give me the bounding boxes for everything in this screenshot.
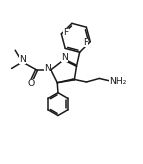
Text: N: N bbox=[44, 64, 51, 73]
Text: N: N bbox=[61, 53, 67, 62]
Text: N: N bbox=[19, 55, 26, 64]
Text: F: F bbox=[63, 28, 68, 37]
Text: F: F bbox=[83, 38, 88, 47]
Text: NH₂: NH₂ bbox=[109, 77, 126, 86]
Text: O: O bbox=[27, 79, 34, 88]
